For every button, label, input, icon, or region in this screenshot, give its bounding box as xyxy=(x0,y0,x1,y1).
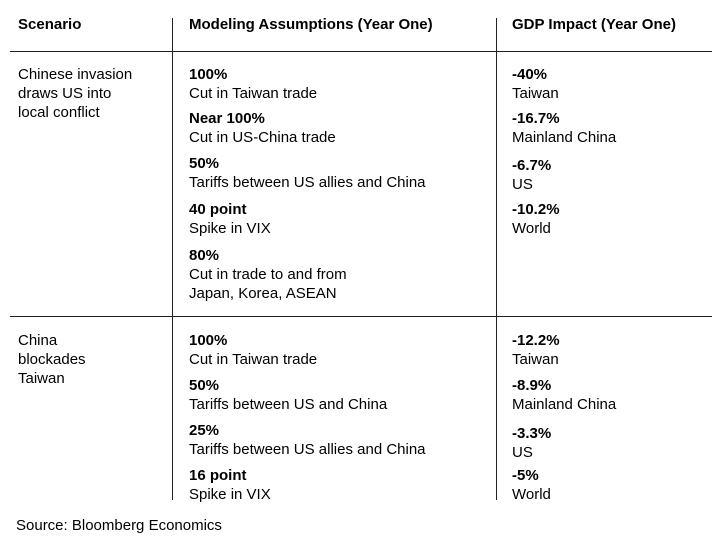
gdp-impact-item: -8.9% Mainland China xyxy=(512,376,616,414)
assumption-description: Tariffs between US allies and China xyxy=(189,441,426,458)
gdp-impact-value: -8.9% xyxy=(512,377,552,394)
column-divider-left xyxy=(172,18,173,500)
gdp-impact-item: -40% Taiwan xyxy=(512,65,559,103)
assumption-description: Tariffs between US allies and China xyxy=(189,174,426,191)
assumption-value: 40 point xyxy=(189,201,247,218)
assumption-value: 100% xyxy=(189,332,228,349)
assumption-value: 80% xyxy=(189,247,220,264)
gdp-impact-value: -40% xyxy=(512,66,548,83)
assumption-item: 50% Tariffs between US allies and China xyxy=(189,154,426,192)
assumption-description: Tariffs between US and China xyxy=(189,396,388,413)
gdp-impact-region: Mainland China xyxy=(512,396,617,413)
gdp-impact-region: Taiwan xyxy=(512,85,559,102)
row-divider xyxy=(10,316,712,317)
gdp-impact-region: US xyxy=(512,444,533,461)
assumption-value: 50% xyxy=(189,155,220,172)
assumption-item: 80% Cut in trade to and from Japan, Korea… xyxy=(189,246,347,303)
gdp-impact-item: -5% World xyxy=(512,466,551,504)
assumption-item: 25% Tariffs between US allies and China xyxy=(189,421,426,459)
gdp-impact-region: US xyxy=(512,176,533,193)
scenario-label: Chinese invasion draws US into local confl… xyxy=(18,66,133,121)
header-rule xyxy=(10,51,712,52)
gdp-impact-value: -10.2% xyxy=(512,201,560,218)
assumption-description: Spike in VIX xyxy=(189,220,271,237)
scenario-cell-invasion: Chinese invasion draws US into local confl… xyxy=(18,65,168,122)
source-note: Source: Bloomberg Economics xyxy=(16,517,222,534)
assumption-value: 16 point xyxy=(189,467,247,484)
gdp-impact-value: -16.7% xyxy=(512,110,560,127)
assumption-item: 100% Cut in Taiwan trade xyxy=(189,65,317,103)
assumption-description: Cut in Taiwan trade xyxy=(189,351,318,368)
gdp-impact-value: -12.2% xyxy=(512,332,560,349)
assumption-item: 40 point Spike in VIX xyxy=(189,200,271,238)
gdp-impact-value: -3.3% xyxy=(512,425,552,442)
assumption-description: Cut in US-China trade xyxy=(189,129,336,146)
gdp-impact-item: -16.7% Mainland China xyxy=(512,109,616,147)
gdp-impact-region: World xyxy=(512,220,551,237)
gdp-impact-value: -6.7% xyxy=(512,157,552,174)
header-scenario: Scenario xyxy=(18,16,82,33)
gdp-impact-item: -3.3% US xyxy=(512,424,551,462)
gdp-impact-region: World xyxy=(512,486,551,503)
assumption-description: Cut in trade to and from Japan, Korea, AS… xyxy=(189,266,347,302)
gdp-impact-region: Taiwan xyxy=(512,351,559,368)
assumption-description: Cut in Taiwan trade xyxy=(189,85,318,102)
scenario-cell-blockade: China blockades Taiwan xyxy=(18,331,168,388)
gdp-impact-item: -10.2% World xyxy=(512,200,560,238)
assumption-item: 100% Cut in Taiwan trade xyxy=(189,331,317,369)
gdp-impact-value: -5% xyxy=(512,467,539,484)
assumption-value: 100% xyxy=(189,66,228,83)
header-gdp-impact: GDP Impact (Year One) xyxy=(512,16,676,33)
assumption-value: 50% xyxy=(189,377,220,394)
gdp-impact-item: -6.7% US xyxy=(512,156,551,194)
gdp-impact-region: Mainland China xyxy=(512,129,617,146)
column-divider-right xyxy=(496,18,497,500)
assumption-value: Near 100% xyxy=(189,110,265,127)
assumption-item: 50% Tariffs between US and China xyxy=(189,376,387,414)
assumption-description: Spike in VIX xyxy=(189,486,271,503)
scenario-label: China blockades Taiwan xyxy=(18,332,86,387)
header-assumptions: Modeling Assumptions (Year One) xyxy=(189,16,433,33)
assumption-item: Near 100% Cut in US-China trade xyxy=(189,109,336,147)
gdp-impact-item: -12.2% Taiwan xyxy=(512,331,560,369)
assumption-value: 25% xyxy=(189,422,220,439)
assumption-item: 16 point Spike in VIX xyxy=(189,466,271,504)
